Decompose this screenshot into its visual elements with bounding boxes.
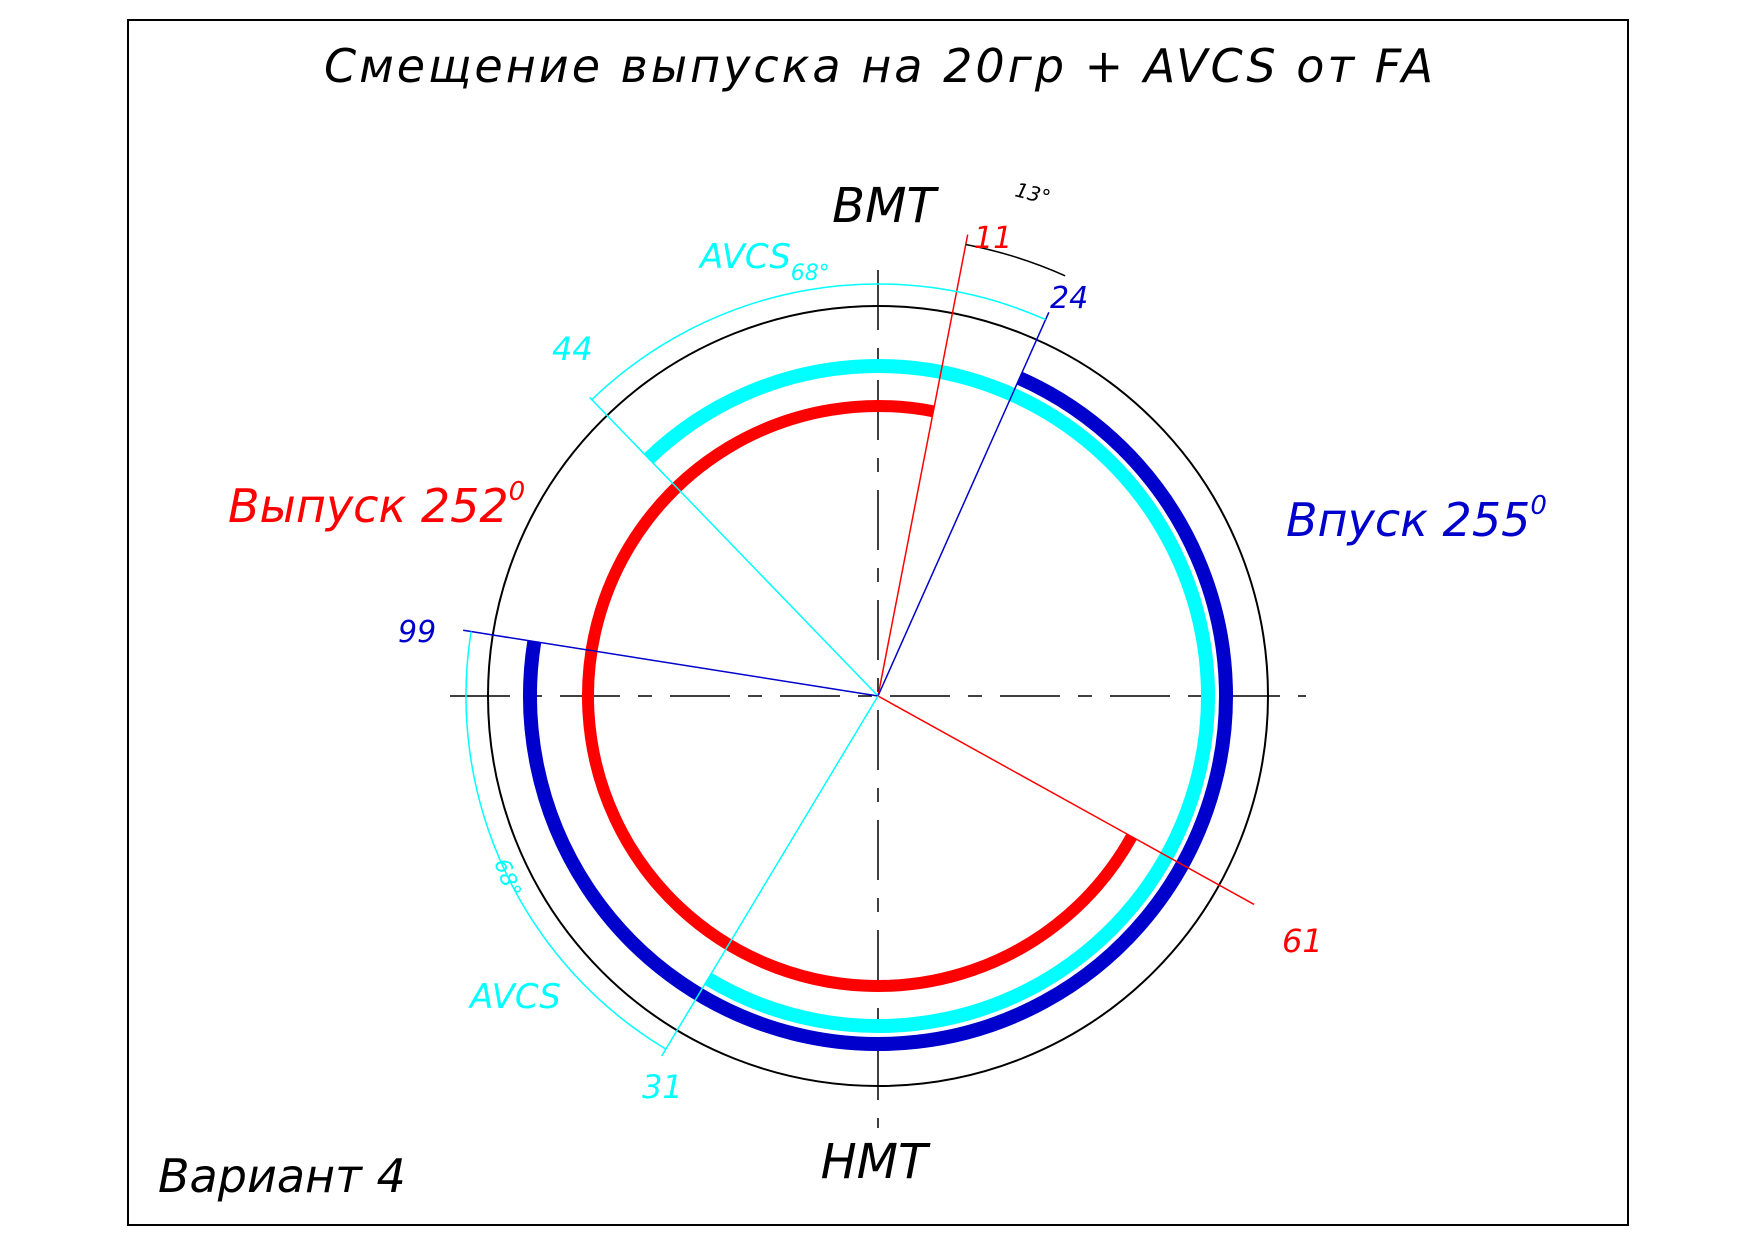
intake-label-degree: 0: [1530, 491, 1547, 521]
variant-label: Вариант 4: [158, 1149, 406, 1203]
avcs-bottom-label: AVCS: [468, 977, 561, 1017]
avcs-open-line: [589, 396, 879, 697]
avcs-close-value: 31: [642, 1068, 683, 1106]
intake-base-arc: [523, 371, 1233, 1051]
intake-open-value: 24: [1050, 281, 1088, 316]
dimension-13-label: 13°: [1013, 178, 1053, 210]
avcs-close-line: [661, 695, 879, 1057]
intake-close-line: [463, 629, 879, 697]
intake-label: Впуск 2550: [1286, 491, 1547, 547]
diagram-title: Смещение выпуска на 20гр + AVCS от FA: [324, 39, 1436, 93]
exhaust-label: Выпуск 2520: [228, 477, 525, 533]
avcs-top-range: 68°: [791, 261, 830, 286]
exhaust-label-degree: 0: [509, 477, 526, 507]
exhaust-close-line: [877, 234, 969, 697]
exhaust-open-line: [877, 695, 1255, 906]
tdc-label: ВМТ: [832, 178, 939, 234]
exhaust-close-value: 11: [974, 221, 1012, 256]
dimension-13-arc: [965, 243, 1066, 277]
avcs-open-value: 44: [552, 330, 593, 368]
avcs-bottom-dimension-arc: [465, 631, 667, 1050]
drawing-frame: [127, 19, 1629, 1226]
exhaust-arc: [582, 400, 1137, 992]
avcs-top-dimension-arc: [591, 283, 1046, 401]
intake-avcs-arc: [643, 359, 1215, 1033]
intake-open-line: [877, 312, 1050, 697]
intake-close-value: 99: [398, 615, 436, 650]
exhaust-open-value: 61: [1282, 922, 1323, 960]
avcs-top-label: AVCS68°: [698, 237, 830, 286]
bdc-label: НМТ: [821, 1134, 932, 1190]
avcs-bottom-range: 68°: [488, 856, 525, 901]
